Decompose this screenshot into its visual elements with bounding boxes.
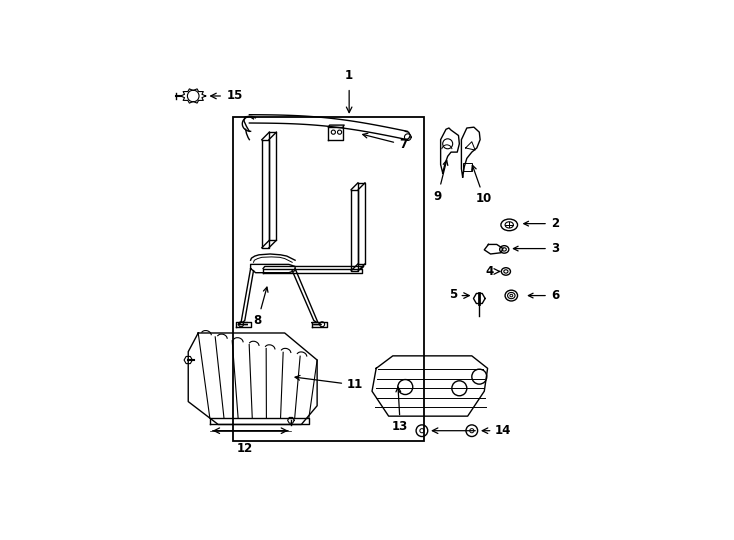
Text: 7: 7 — [363, 133, 407, 151]
Text: 9: 9 — [434, 160, 448, 202]
Text: 6: 6 — [528, 289, 559, 302]
Text: 14: 14 — [495, 424, 511, 437]
Text: 3: 3 — [513, 242, 559, 255]
Bar — [463, 163, 472, 171]
Text: 12: 12 — [237, 442, 253, 455]
Text: 10: 10 — [472, 165, 493, 205]
Text: 8: 8 — [253, 287, 268, 327]
Text: 1: 1 — [345, 69, 353, 82]
Bar — [233, 117, 424, 441]
Text: 4: 4 — [485, 265, 493, 278]
Text: 13: 13 — [392, 387, 408, 433]
Text: 15: 15 — [227, 90, 243, 103]
Text: 2: 2 — [524, 217, 559, 230]
Text: 5: 5 — [449, 288, 457, 301]
Text: 11: 11 — [295, 375, 363, 391]
